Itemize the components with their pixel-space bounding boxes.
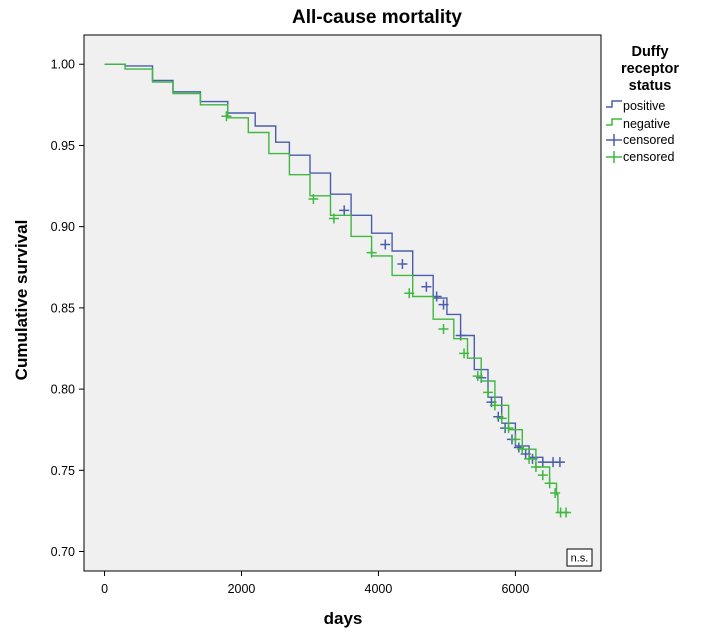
censor-mark — [524, 453, 535, 464]
y-axis-title: Cumulative survival — [12, 220, 31, 381]
censor-mark — [328, 213, 339, 224]
censor-mark — [397, 259, 408, 270]
chart-title: All-cause mortality — [292, 7, 462, 28]
censor-mark — [421, 281, 432, 292]
censor-mark — [459, 348, 470, 359]
censor-mark — [517, 444, 528, 455]
legend-swatch-negative — [606, 118, 622, 126]
censor-mark — [380, 239, 391, 250]
censor-mark — [339, 205, 350, 216]
series-line-negative — [104, 63, 569, 514]
y-tick-label: 0.95 — [51, 139, 75, 153]
ns-box — [566, 548, 593, 567]
plot-area — [83, 34, 602, 572]
y-axis: 0.70 0.75 0.80 0.85 0.90 0.95 1.00 — [51, 58, 84, 559]
censor-mark — [438, 299, 449, 310]
x-tick-label: 2000 — [228, 582, 256, 596]
y-tick-label: 0.90 — [51, 220, 75, 234]
y-tick-label: 0.70 — [51, 545, 75, 559]
y-tick-label: 0.75 — [51, 464, 75, 478]
censor-mark — [404, 288, 415, 299]
censor-mark — [530, 462, 541, 473]
y-tick-label: 0.80 — [51, 383, 75, 397]
censor-mark — [308, 194, 319, 205]
censor-mark — [510, 434, 521, 445]
censor-mark — [489, 400, 500, 411]
legend-label-negative: negative — [623, 117, 670, 131]
censor-mark — [438, 323, 449, 334]
censor-mark — [537, 457, 548, 468]
censor-mark — [537, 470, 548, 481]
x-tick-label: 4000 — [365, 582, 393, 596]
legend-title-line-3: status — [629, 78, 672, 94]
censor-mark — [550, 488, 561, 499]
censor-mark — [561, 507, 572, 518]
series-layer — [104, 63, 572, 518]
y-tick-label: 1.00 — [51, 58, 75, 72]
censor-markers-negative — [221, 111, 572, 518]
legend-label-positive: positive — [623, 99, 665, 113]
legend-label-censored-positive: censored — [623, 133, 674, 147]
censor-mark — [503, 423, 514, 434]
x-axis: 0 2000 4000 6000 — [101, 571, 529, 596]
legend-label-censored-negative: censored — [623, 150, 674, 164]
censor-mark — [544, 478, 555, 489]
censor-mark — [496, 413, 507, 424]
x-axis-title: days — [324, 609, 363, 628]
censor-mark — [221, 111, 232, 122]
legend-title-line-2: receptor — [621, 61, 679, 77]
legend-marker-censored-negative — [606, 151, 622, 163]
x-tick-label: 6000 — [501, 582, 529, 596]
legend-marker-censored-positive — [606, 134, 622, 146]
x-tick-label: 0 — [101, 582, 108, 596]
censor-mark — [483, 387, 494, 398]
censor-mark — [554, 457, 565, 468]
y-tick-label: 0.85 — [51, 301, 75, 315]
censor-mark — [366, 247, 377, 258]
legend-title-line-1: Duffy — [631, 44, 668, 60]
ns-annotation: n.s. — [566, 548, 593, 567]
censor-mark — [472, 371, 483, 382]
legend-swatch-positive — [606, 100, 622, 108]
legend: Duffy receptor status positive negative … — [606, 44, 679, 164]
ns-label: n.s. — [571, 553, 589, 565]
